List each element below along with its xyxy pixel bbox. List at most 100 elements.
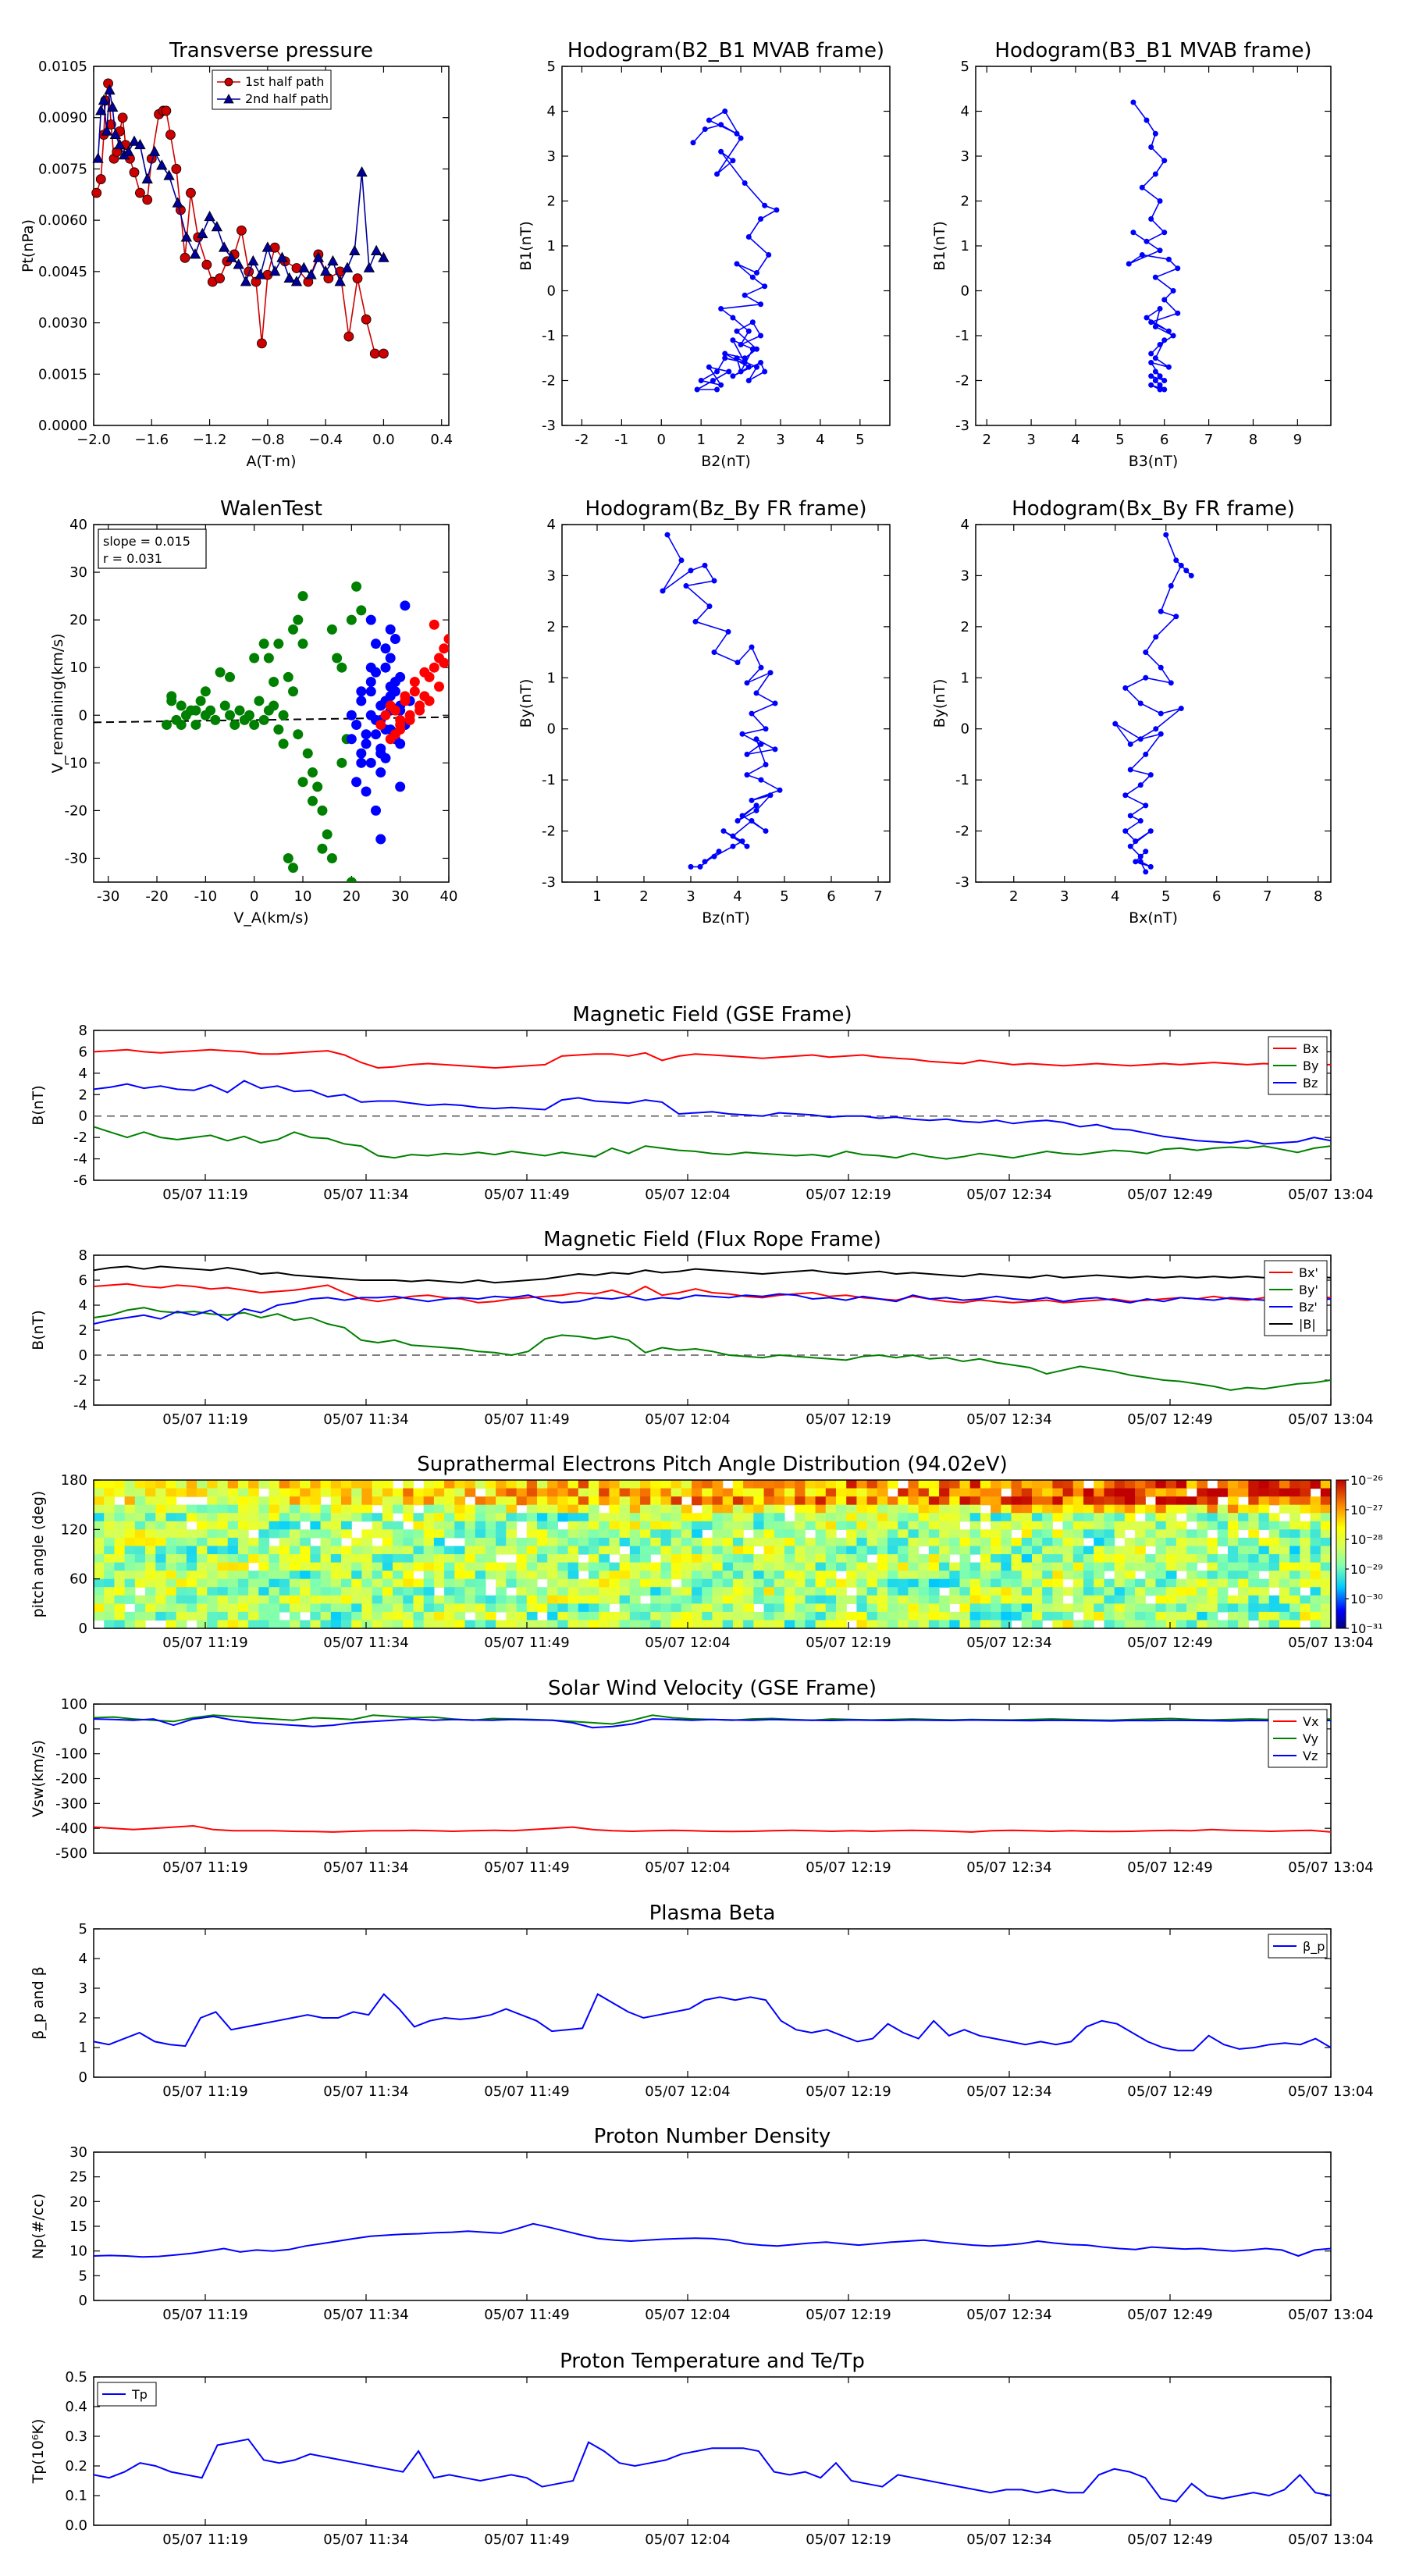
heatmap-cell [805, 1504, 816, 1514]
heatmap-cell [104, 1620, 116, 1629]
scatter-point-0 [322, 829, 333, 840]
heatmap-cell [1052, 1603, 1064, 1613]
heatmap-cell [1320, 1595, 1332, 1604]
data-point [244, 266, 254, 277]
heatmap-cell [547, 1578, 558, 1588]
heatmap-cell [433, 1578, 445, 1588]
heatmap-cell [393, 1537, 404, 1547]
data-point [774, 207, 780, 213]
heatmap-cell [165, 1571, 177, 1580]
heatmap-cell [949, 1620, 961, 1629]
heatmap-cell [969, 1529, 981, 1539]
heatmap-cell [670, 1587, 682, 1596]
heatmap-cell [702, 1488, 713, 1497]
plot-frame [975, 524, 1332, 883]
heatmap-cell [599, 1546, 610, 1555]
heatmap-cell [310, 1496, 322, 1506]
heatmap-cell [197, 1603, 208, 1613]
heatmap-cell [557, 1496, 569, 1506]
heatmap-cell [176, 1537, 187, 1547]
heatmap-cell [1248, 1529, 1260, 1539]
heatmap-cell [1083, 1562, 1094, 1571]
scatter-point-2 [429, 619, 439, 630]
heatmap-cell [382, 1529, 393, 1539]
heatmap-cell [289, 1496, 301, 1506]
scatter-point-0 [317, 843, 328, 854]
heatmap-cell [361, 1504, 373, 1514]
heatmap-cell [165, 1554, 177, 1564]
heatmap-cell [578, 1529, 589, 1539]
heatmap-cell [980, 1595, 991, 1604]
y-tick-label: 4 [961, 104, 969, 120]
y-axis-label: B(nT) [30, 1085, 47, 1126]
heatmap-cell [702, 1504, 713, 1514]
heatmap-cell [846, 1496, 858, 1506]
scatter-point-1 [365, 686, 376, 697]
scatter-point-0 [278, 738, 289, 749]
heatmap-cell [403, 1603, 414, 1613]
heatmap-cell [454, 1620, 466, 1629]
heatmap-cell [619, 1603, 631, 1613]
heatmap-cell [732, 1554, 744, 1564]
legend-label: Bx' [1299, 1265, 1318, 1280]
heatmap-cell [763, 1587, 775, 1596]
heatmap-cell [145, 1513, 156, 1522]
heatmap-cell [526, 1595, 538, 1604]
plot-frame [93, 1254, 1332, 1406]
heatmap-cell [784, 1587, 795, 1596]
heatmap-cell [1135, 1546, 1146, 1555]
data-point [745, 378, 752, 383]
heatmap-cell [795, 1587, 806, 1596]
heatmap-cell [1042, 1480, 1053, 1489]
heatmap-cell [846, 1504, 858, 1514]
heatmap-cell [104, 1496, 116, 1506]
heatmap-cell [1238, 1480, 1249, 1489]
data-point [1144, 238, 1150, 244]
heatmap-cell [1289, 1504, 1300, 1514]
heatmap-cell [413, 1611, 425, 1621]
heatmap-cell [197, 1546, 208, 1555]
data-point [135, 187, 145, 198]
heatmap-cell [330, 1496, 342, 1506]
heatmap-cell [516, 1562, 528, 1571]
heatmap-cell [269, 1521, 280, 1530]
data-point [745, 364, 752, 370]
heatmap-cell [722, 1496, 734, 1506]
heatmap-cell [1052, 1578, 1064, 1588]
heatmap-cell [227, 1611, 239, 1621]
heatmap-cell [599, 1529, 610, 1539]
heatmap-cell [959, 1562, 971, 1571]
y-tick-label: -2 [542, 824, 556, 840]
heatmap-cell [1031, 1554, 1043, 1564]
heatmap-cell [1279, 1595, 1290, 1604]
heatmap-cell [279, 1595, 290, 1604]
heatmap-cell [444, 1578, 455, 1588]
heatmap-cell [155, 1496, 167, 1506]
y-tick-label: 10 [69, 660, 87, 676]
heatmap-cell [815, 1546, 827, 1555]
heatmap-cell [557, 1587, 569, 1596]
heatmap-cell [1320, 1603, 1332, 1613]
heatmap-cell [485, 1521, 496, 1530]
scatter-point-0 [288, 686, 299, 697]
heatmap-cell [991, 1554, 1001, 1564]
data-point [114, 138, 126, 150]
heatmap-cell [959, 1587, 971, 1596]
heatmap-cell [629, 1488, 641, 1497]
heatmap-cell [928, 1562, 940, 1571]
heatmap-cell [165, 1578, 177, 1588]
heatmap-cell [320, 1537, 332, 1547]
heatmap-cell [351, 1562, 363, 1571]
heatmap-cell [692, 1595, 702, 1604]
colorbar-tick-label: 10⁻²⁸ [1350, 1532, 1383, 1547]
data-point [334, 276, 346, 286]
heatmap-cell [547, 1595, 558, 1604]
heatmap-cell [464, 1529, 476, 1539]
heatmap-cell [310, 1554, 322, 1564]
heatmap-cell [825, 1488, 837, 1497]
heatmap-cell [815, 1504, 827, 1514]
heatmap-cell [629, 1595, 641, 1604]
heatmap-cell [351, 1537, 363, 1547]
heatmap-cell [1083, 1554, 1094, 1564]
heatmap-cell [619, 1521, 631, 1530]
